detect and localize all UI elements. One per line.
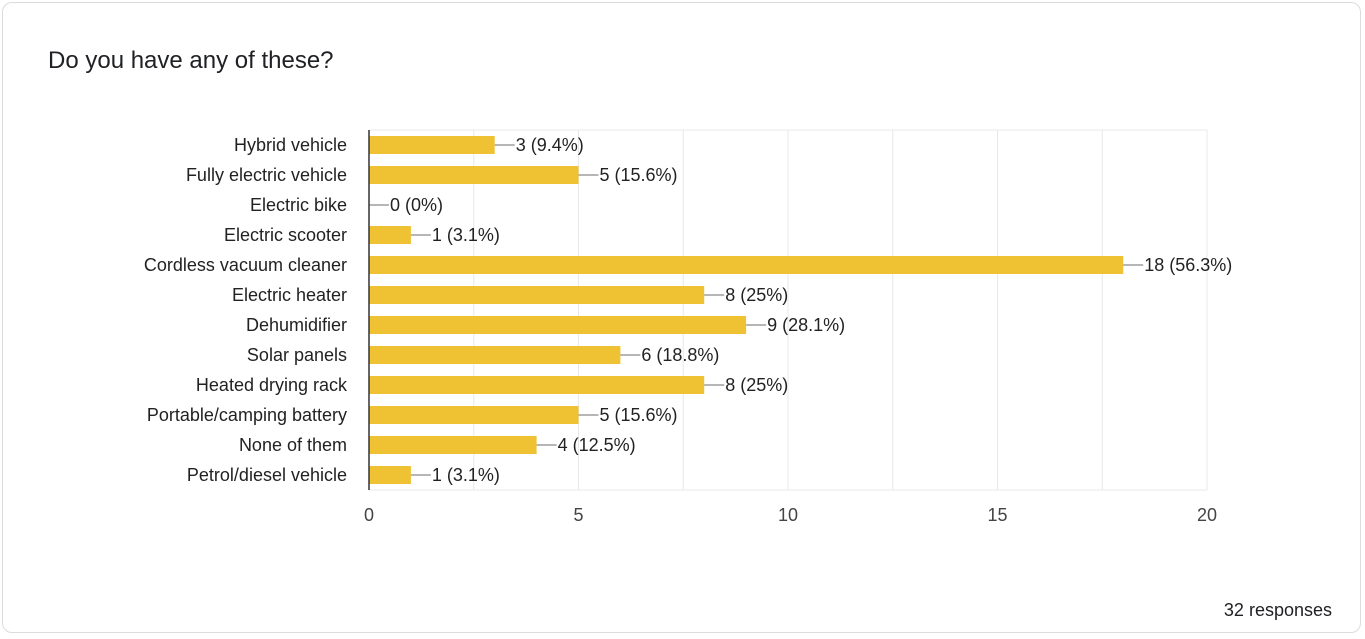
- data-label: 1 (3.1%): [432, 465, 500, 485]
- data-label: 5 (15.6%): [600, 405, 678, 425]
- category-label: Electric heater: [232, 285, 347, 305]
- category-label: Petrol/diesel vehicle: [187, 465, 347, 485]
- data-label: 1 (3.1%): [432, 225, 500, 245]
- category-label: Heated drying rack: [196, 375, 348, 395]
- bar: [369, 436, 537, 454]
- response-count: 32 responses: [1223, 600, 1332, 620]
- bar: [369, 316, 747, 334]
- category-label: None of them: [239, 435, 347, 455]
- bar: [369, 226, 411, 244]
- bar: [369, 376, 705, 394]
- bar: [369, 166, 579, 184]
- x-tick-label: 10: [778, 505, 798, 525]
- data-label: 5 (15.6%): [600, 165, 678, 185]
- data-label: 4 (12.5%): [558, 435, 636, 455]
- data-label: 18 (56.3%): [1144, 255, 1232, 275]
- question-title: Do you have any of these?: [48, 47, 334, 74]
- category-label: Solar panels: [247, 345, 347, 365]
- bar: [369, 466, 411, 484]
- bar: [369, 256, 1124, 274]
- bar: [369, 406, 579, 424]
- x-tick-label: 0: [364, 505, 374, 525]
- category-label: Electric scooter: [224, 225, 347, 245]
- category-label: Hybrid vehicle: [234, 135, 347, 155]
- x-tick-label: 20: [1197, 505, 1217, 525]
- data-label: 8 (25%): [725, 375, 788, 395]
- data-label: 0 (0%): [390, 195, 443, 215]
- data-label: 3 (9.4%): [516, 135, 584, 155]
- data-label: 8 (25%): [725, 285, 788, 305]
- bar: [369, 346, 621, 364]
- category-label: Cordless vacuum cleaner: [144, 255, 347, 275]
- category-label: Dehumidifier: [246, 315, 347, 335]
- category-label: Fully electric vehicle: [186, 165, 347, 185]
- data-label: 9 (28.1%): [767, 315, 845, 335]
- bar: [369, 136, 495, 154]
- x-tick-label: 15: [987, 505, 1007, 525]
- category-label: Portable/camping battery: [147, 405, 347, 425]
- bar: [369, 286, 705, 304]
- category-label: Electric bike: [250, 195, 347, 215]
- x-tick-label: 5: [573, 505, 583, 525]
- data-label: 6 (18.8%): [641, 345, 719, 365]
